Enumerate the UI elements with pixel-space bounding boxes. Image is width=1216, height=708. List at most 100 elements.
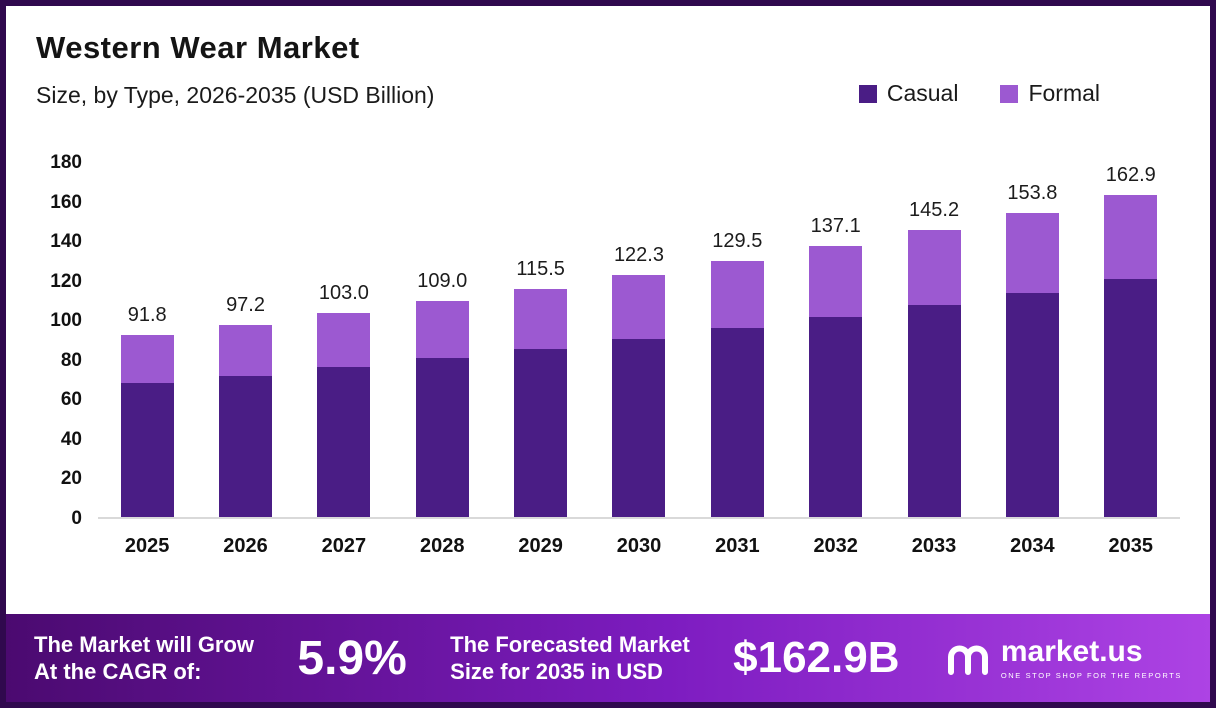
bar-segment-formal bbox=[809, 245, 863, 318]
forecast-text-line1: The Forecasted Market bbox=[450, 631, 690, 657]
bar-total-label: 91.8 bbox=[127, 304, 167, 327]
bar-segment-formal bbox=[317, 313, 371, 367]
bar-segment-casual bbox=[907, 305, 961, 517]
stacked-bar bbox=[219, 324, 273, 517]
bottom-banner: The Market will Grow At the CAGR of: 5.9… bbox=[6, 614, 1210, 702]
bar-total-label: 153.8 bbox=[1007, 181, 1058, 204]
bar-column: 145.2 bbox=[885, 163, 983, 517]
legend-item-casual: Casual bbox=[858, 80, 959, 107]
bar-segment-formal bbox=[120, 335, 174, 383]
legend-label: Casual bbox=[886, 80, 959, 106]
stacked-bar bbox=[415, 301, 469, 517]
bar-total-label: 109.0 bbox=[417, 270, 468, 293]
bar-total-label: 145.2 bbox=[909, 198, 960, 221]
legend-item-formal: Formal bbox=[1000, 80, 1100, 107]
x-axis-label: 2030 bbox=[616, 535, 662, 557]
bar-segment-casual bbox=[612, 339, 666, 517]
y-axis-tick-label: 60 bbox=[60, 389, 82, 411]
stacked-bar bbox=[1005, 212, 1059, 517]
bar-column: 122.3 bbox=[590, 163, 688, 517]
bar-segment-formal bbox=[415, 301, 469, 358]
bar-segment-casual bbox=[1005, 292, 1059, 517]
casual-swatch-icon bbox=[858, 84, 877, 103]
x-axis-label: 2025 bbox=[124, 535, 170, 557]
forecast-text-line2: Size for 2035 in USD bbox=[450, 659, 663, 684]
bar-total-label: 122.3 bbox=[613, 244, 664, 267]
bar-segment-formal bbox=[1005, 212, 1059, 293]
y-axis-tick-label: 40 bbox=[60, 428, 82, 450]
x-axis-label: 2031 bbox=[715, 535, 760, 557]
stacked-bar bbox=[1104, 194, 1158, 517]
bar-segment-casual bbox=[317, 366, 371, 517]
x-axis-label: 2033 bbox=[911, 535, 957, 557]
bar-segment-casual bbox=[710, 328, 764, 517]
bar-segment-casual bbox=[514, 348, 568, 517]
bar-segment-casual bbox=[219, 375, 273, 517]
bar-column: 103.0 bbox=[295, 163, 393, 517]
y-axis: 0 20 40 60 80 100 120 140 160 180 bbox=[22, 152, 82, 529]
y-axis-tick-label: 80 bbox=[60, 349, 82, 371]
cagr-value: 5.9% bbox=[297, 631, 407, 685]
formal-swatch-icon bbox=[1000, 84, 1019, 103]
bar-segment-formal bbox=[710, 260, 764, 329]
y-axis-tick-label: 100 bbox=[50, 310, 82, 332]
y-axis-tick-label: 120 bbox=[50, 270, 82, 292]
stacked-bar bbox=[317, 313, 371, 517]
forecast-text: The Forecasted Market Size for 2035 in U… bbox=[450, 631, 690, 686]
bar-column: 162.9 bbox=[1082, 163, 1180, 517]
bar-column: 153.8 bbox=[983, 163, 1081, 517]
bar-segment-formal bbox=[514, 288, 568, 349]
bar-column: 129.5 bbox=[688, 163, 786, 517]
page-subtitle: Size, by Type, 2026-2035 (USD Billion) bbox=[36, 82, 435, 108]
bar-total-label: 129.5 bbox=[712, 229, 763, 252]
logo-text: market.us bbox=[1000, 634, 1143, 668]
stacked-bar bbox=[907, 229, 961, 517]
bar-column: 91.8 bbox=[98, 163, 196, 517]
y-axis-tick-label: 140 bbox=[50, 231, 82, 253]
y-axis-tick-label: 180 bbox=[50, 152, 82, 173]
bar-segment-formal bbox=[1104, 194, 1158, 279]
page-title: Western Wear Market bbox=[36, 30, 360, 65]
stacked-bar bbox=[710, 260, 764, 517]
x-axis-label: 2026 bbox=[223, 535, 268, 557]
bar-segment-formal bbox=[612, 275, 666, 339]
market-us-logo: market.us ONE STOP SHOP FOR THE REPORTS bbox=[943, 634, 1182, 682]
bar-total-label: 97.2 bbox=[226, 293, 265, 316]
legend-label: Formal bbox=[1028, 80, 1100, 106]
bar-total-label: 115.5 bbox=[516, 257, 565, 280]
forecast-value: $162.9B bbox=[733, 633, 900, 682]
bar-column: 137.1 bbox=[787, 163, 885, 517]
x-axis-label: 2032 bbox=[813, 535, 858, 557]
logo-tagline: ONE STOP SHOP FOR THE REPORTS bbox=[1000, 670, 1182, 680]
x-axis-label: 2029 bbox=[518, 535, 563, 557]
logo-text-block: market.us ONE STOP SHOP FOR THE REPORTS bbox=[1000, 634, 1182, 680]
stacked-bar bbox=[514, 288, 568, 517]
chart-area: 0 20 40 60 80 100 120 140 160 180 91.8 97.2 103.0 10… bbox=[6, 152, 1210, 558]
header: Western Wear Market Size, by Type, 2026-… bbox=[6, 6, 1210, 109]
bar-total-label: 103.0 bbox=[318, 282, 369, 305]
y-axis-tick-label: 0 bbox=[71, 508, 82, 529]
market-us-m-icon bbox=[947, 645, 988, 675]
bar-column: 97.2 bbox=[196, 163, 294, 517]
x-axis-label: 2034 bbox=[1010, 535, 1055, 557]
x-axis: 2025 2026 2027 2028 2029 2030 2031 2032 2033 2034… bbox=[98, 535, 1180, 558]
bar-segment-casual bbox=[120, 382, 174, 517]
bar-segment-casual bbox=[809, 317, 863, 517]
title-block: Western Wear Market Size, by Type, 2026-… bbox=[36, 30, 434, 109]
bar-segment-formal bbox=[219, 324, 273, 376]
x-axis-label: 2035 bbox=[1108, 535, 1154, 557]
bar-segment-casual bbox=[415, 357, 469, 517]
bar-total-label: 137.1 bbox=[810, 214, 861, 237]
bar-total-label: 162.9 bbox=[1105, 163, 1156, 186]
y-axis-tick-label: 20 bbox=[60, 468, 82, 490]
x-axis-label: 2027 bbox=[321, 535, 367, 557]
chart-legend: Casual Formal bbox=[858, 80, 1100, 109]
plot-area: 91.8 97.2 103.0 109.0 115.5 122.3 129.5 137.1 14… bbox=[98, 163, 1180, 519]
stacked-bar bbox=[612, 275, 666, 517]
cagr-text-line2: At the CAGR of: bbox=[34, 659, 202, 684]
bar-segment-casual bbox=[1104, 278, 1158, 517]
cagr-text: The Market will Grow At the CAGR of: bbox=[34, 631, 254, 686]
bar-segment-formal bbox=[907, 229, 961, 306]
x-axis-label: 2028 bbox=[420, 535, 465, 557]
